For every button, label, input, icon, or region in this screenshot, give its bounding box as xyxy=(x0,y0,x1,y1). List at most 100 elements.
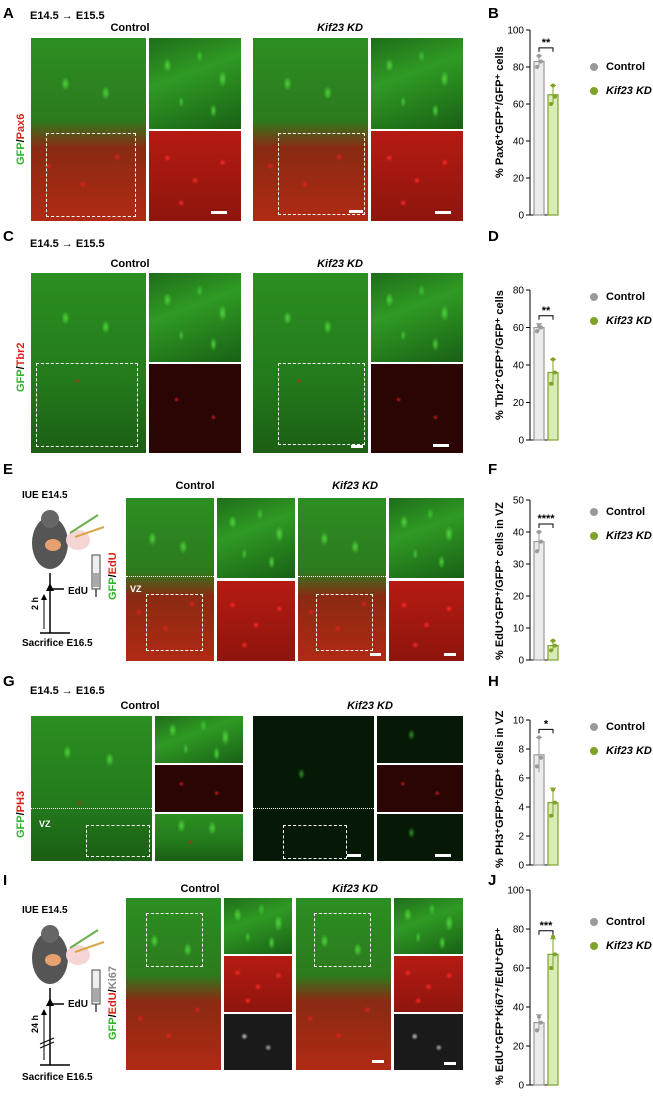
stain-label-i: GFP/EdU/Ki67 xyxy=(107,966,119,1040)
scale-bar xyxy=(351,445,363,448)
micrograph-i-control-merge xyxy=(126,898,221,1070)
header-kd-g: Kif23 KD xyxy=(347,700,393,712)
significance-label: ** xyxy=(542,37,551,49)
stain-label-c: GFP/Tbr2 xyxy=(15,342,27,392)
panel-label-i: I xyxy=(3,872,8,889)
bar xyxy=(533,60,545,216)
micrograph-a-kd-red xyxy=(371,131,463,221)
data-point xyxy=(549,648,553,653)
scale-bar xyxy=(372,1060,384,1063)
micrograph-g-control-merge: VZ xyxy=(31,716,152,861)
ylabel-b: % Pax6⁺GFP⁺/GFP⁺ cells xyxy=(494,46,506,178)
data-point xyxy=(551,787,555,792)
header-control-c: Control xyxy=(110,258,150,270)
significance-bracket xyxy=(538,523,554,528)
panel-label-g: G xyxy=(3,673,15,690)
header-control-i: Control xyxy=(180,883,220,895)
data-point xyxy=(537,735,541,740)
micrograph-i-control-red xyxy=(224,956,292,1012)
legend-item-control: Control xyxy=(590,285,652,309)
legend-item-control: Control xyxy=(590,910,652,934)
y-tick-label: 60 xyxy=(513,964,525,975)
significance-bracket xyxy=(538,315,554,320)
scale-bar xyxy=(433,444,449,447)
y-tick-label: 4 xyxy=(518,803,524,814)
bar xyxy=(533,326,545,441)
schema-i-sacrifice: Sacrifice E16.5 xyxy=(22,1072,93,1083)
legend-dot-kd xyxy=(590,532,598,541)
scale-bar xyxy=(435,854,451,857)
data-point xyxy=(549,813,553,818)
inset-box xyxy=(278,133,365,215)
scale-bar xyxy=(444,1062,456,1065)
header-control-a: Control xyxy=(110,22,150,34)
micrograph-g-control-merge-inset xyxy=(155,814,243,861)
micrograph-e-control-merge: VZ xyxy=(126,498,214,661)
scale-bar xyxy=(347,854,361,857)
inset-box xyxy=(46,133,136,217)
ylabel-h: % PH3⁺GFP⁺/GFP⁺ cells in VZ xyxy=(494,710,506,868)
data-point xyxy=(539,59,543,64)
bar xyxy=(533,1022,545,1086)
data-point xyxy=(553,94,557,99)
inset-box xyxy=(146,594,203,651)
micrograph-c-kd-red xyxy=(371,364,463,453)
y-tick-label: 20 xyxy=(513,174,525,185)
y-tick-label: 0 xyxy=(518,1081,524,1092)
legend-dot-control xyxy=(590,723,598,732)
schema-i-duration: 24 h xyxy=(30,1014,40,1033)
data-point xyxy=(535,764,539,769)
bar xyxy=(533,540,545,661)
chart-b: 0 20 40 60 80 100 ** xyxy=(507,26,559,222)
micrograph-g-control-red xyxy=(155,765,243,812)
vz-label: VZ xyxy=(39,819,51,829)
micrograph-c-kd-merge xyxy=(253,273,368,453)
inset-box xyxy=(314,913,371,967)
scale-bar xyxy=(349,210,363,213)
scale-bar xyxy=(211,211,227,214)
stain-label-e: GFP/EdU xyxy=(107,552,119,600)
panel-label-b: B xyxy=(488,5,499,22)
scale-bar xyxy=(444,653,456,656)
scale-bar xyxy=(435,211,451,214)
header-kd-i: Kif23 KD xyxy=(332,883,378,895)
panel-label-j: J xyxy=(488,872,497,889)
y-tick-label: 8 xyxy=(518,745,524,756)
y-tick-label: 0 xyxy=(518,861,524,872)
legend-dot-kd xyxy=(590,87,598,96)
stain-label-g: GFP/PH3 xyxy=(15,790,27,838)
panel-label-f: F xyxy=(488,461,498,478)
micrograph-g-kd-merge xyxy=(253,716,374,861)
y-tick-label: 0 xyxy=(518,436,524,447)
scale-bar xyxy=(370,653,381,656)
schema-e-sacrifice: Sacrifice E16.5 xyxy=(22,638,93,649)
y-tick-label: 0 xyxy=(518,211,524,222)
header-control-e: Control xyxy=(175,480,215,492)
legend-item-control: Control xyxy=(590,55,652,79)
y-tick-label: 80 xyxy=(513,286,525,297)
data-point xyxy=(549,966,553,970)
y-tick-label: 10 xyxy=(513,624,525,635)
inset-box xyxy=(86,825,150,857)
legend-dot-control xyxy=(590,63,598,72)
legend-item-kd: Kif23 KD xyxy=(590,934,652,958)
vz-boundary xyxy=(31,808,152,809)
legend-dot-kd xyxy=(590,942,598,951)
vz-label: VZ xyxy=(130,584,142,594)
schema-e-edu: EdU xyxy=(68,586,88,597)
y-tick-label: 50 xyxy=(513,496,525,507)
mouse-schematic-i xyxy=(32,925,105,1066)
inset-box xyxy=(278,363,365,445)
schema-i-edu: EdU xyxy=(68,999,88,1010)
data-point xyxy=(549,102,553,106)
panel-label-a: A xyxy=(3,5,14,22)
data-point xyxy=(535,1028,539,1033)
y-tick-label: 20 xyxy=(513,398,525,409)
micrograph-i-control-gray xyxy=(224,1014,292,1070)
micrograph-a-control-red xyxy=(149,131,241,221)
data-point xyxy=(537,1014,541,1019)
data-point xyxy=(551,934,555,939)
y-tick-label: 20 xyxy=(513,592,525,603)
y-tick-label: 60 xyxy=(513,100,525,111)
micrograph-c-kd-gfp xyxy=(371,273,463,362)
